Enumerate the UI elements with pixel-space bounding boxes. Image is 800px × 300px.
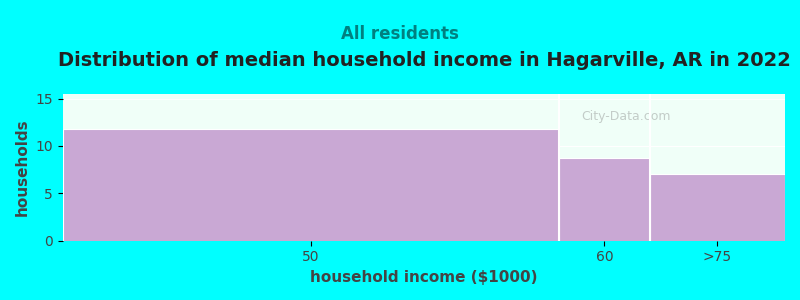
Bar (650, 174, 785, 241)
Title: Distribution of median household income in Hagarville, AR in 2022: Distribution of median household income … (58, 51, 790, 70)
Bar (559, 158, 650, 241)
Text: City-Data.com: City-Data.com (582, 110, 671, 123)
Bar (63, 129, 559, 241)
Y-axis label: households: households (15, 118, 30, 216)
Text: All residents: All residents (341, 25, 459, 43)
X-axis label: household income ($1000): household income ($1000) (310, 270, 538, 285)
